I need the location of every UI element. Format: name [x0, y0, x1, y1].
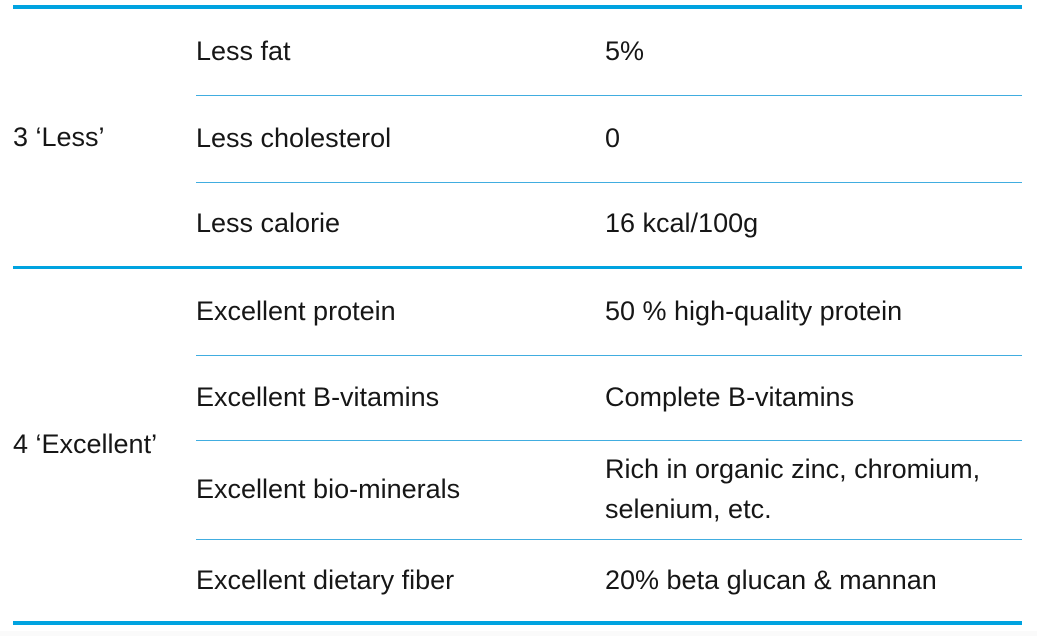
nutrition-claims-table: 3 ‘Less’ Less fat 5% Less cholesterol 0: [13, 5, 1022, 625]
attribute-text: Less cholesterol: [196, 122, 392, 153]
attribute-text: Excellent protein: [196, 295, 396, 326]
value-text: 50 % high-quality protein: [605, 295, 903, 326]
attribute-cell: Excellent bio-minerals: [196, 439, 605, 539]
attribute-text: Excellent bio-minerals: [196, 473, 461, 504]
attribute-text: Excellent dietary fiber: [196, 564, 455, 595]
table-row: Excellent dietary fiber 20% beta glucan …: [13, 538, 1022, 623]
value-cell: 20% beta glucan & mannan: [605, 538, 1022, 623]
group-label-excellent: 4 ‘Excellent’: [13, 265, 196, 623]
attribute-cell: Excellent B-vitamins: [196, 354, 605, 440]
value-text: 5%: [605, 36, 645, 67]
group-label-text: 4 ‘Excellent’: [13, 429, 158, 460]
page-bottom-edge: [0, 631, 1037, 636]
value-text: Rich in organic zinc, chromium, selenium…: [605, 454, 981, 524]
value-cell: 50 % high-quality protein: [605, 265, 1022, 355]
table-row: Less cholesterol 0: [13, 94, 1022, 182]
group-label-text: 3 ‘Less’: [13, 121, 105, 152]
table-row: Excellent bio-minerals Rich in organic z…: [13, 439, 1022, 539]
value-cell: Rich in organic zinc, chromium, selenium…: [605, 439, 1022, 539]
value-cell: 16 kcal/100g: [605, 181, 1022, 267]
value-cell: 0: [605, 94, 1022, 182]
value-text: Complete B-vitamins: [605, 381, 855, 412]
value-cell: Complete B-vitamins: [605, 354, 1022, 440]
table-row: Less calorie 16 kcal/100g: [13, 181, 1022, 267]
attribute-cell: Less fat: [196, 7, 605, 95]
group-label-less: 3 ‘Less’: [13, 7, 196, 267]
value-text: 0: [605, 122, 621, 153]
group-less: 3 ‘Less’ Less fat 5% Less cholesterol 0: [13, 7, 1022, 267]
attribute-text: Excellent B-vitamins: [196, 381, 440, 412]
value-cell: 5%: [605, 7, 1022, 95]
attribute-cell: Less cholesterol: [196, 94, 605, 182]
value-text: 20% beta glucan & mannan: [605, 564, 937, 595]
attribute-cell: Excellent protein: [196, 265, 605, 355]
attribute-text: Less calorie: [196, 208, 341, 239]
attribute-cell: Excellent dietary fiber: [196, 538, 605, 623]
attribute-cell: Less calorie: [196, 181, 605, 267]
attribute-text: Less fat: [196, 36, 291, 67]
table-row: 4 ‘Excellent’ Excellent protein 50 % hig…: [13, 265, 1022, 623]
table-row: 3 ‘Less’ Less fat 5%: [13, 7, 1022, 267]
table-row: Excellent B-vitamins Complete B-vitamins: [13, 354, 1022, 440]
group-excellent: 4 ‘Excellent’ Excellent protein 50 % hig…: [13, 265, 1022, 623]
value-text: 16 kcal/100g: [605, 208, 759, 239]
